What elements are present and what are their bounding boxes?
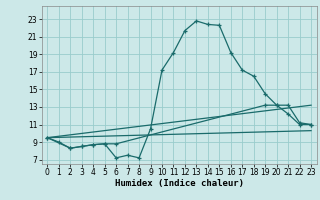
X-axis label: Humidex (Indice chaleur): Humidex (Indice chaleur)	[115, 179, 244, 188]
